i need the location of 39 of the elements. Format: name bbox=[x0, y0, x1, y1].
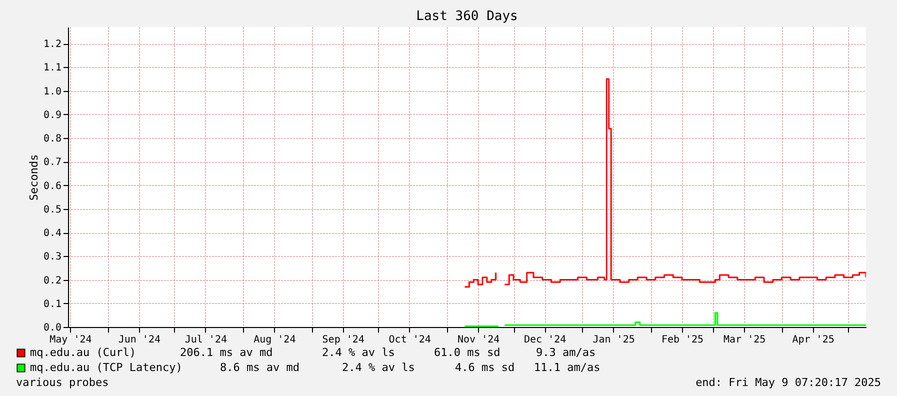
x-tick-label: Aug '24 bbox=[254, 334, 296, 346]
text: 206.1 ms av md bbox=[180, 346, 273, 359]
legend-label: mq.edu.au (TCP Latency) bbox=[30, 361, 182, 374]
text: 8.6 ms av md bbox=[220, 361, 300, 374]
legend-label: mq.edu.au (Curl) bbox=[30, 346, 136, 359]
x-tick-label: Sep '24 bbox=[322, 334, 364, 346]
y-tick-label: 0.1 bbox=[43, 298, 62, 310]
y-tick-label: 0.8 bbox=[43, 134, 62, 145]
y-tick-label: 0.5 bbox=[43, 204, 62, 216]
y-tick-label: 0.4 bbox=[43, 228, 62, 240]
text: 9.3 am/as bbox=[536, 346, 596, 359]
x-tick-label: Dec '24 bbox=[524, 334, 566, 346]
text: 4.6 ms sd bbox=[455, 361, 515, 374]
chart-title: Last 360 Days bbox=[416, 9, 518, 24]
text: end: Fri May 9 07:20:17 2025 bbox=[696, 376, 881, 389]
text: 11.1 am/as bbox=[534, 361, 600, 374]
y-tick-label: 1.2 bbox=[43, 39, 62, 50]
y-tick-label: 0.3 bbox=[43, 252, 62, 263]
text: various probes bbox=[16, 376, 109, 389]
y-tick-label: 1.1 bbox=[43, 62, 62, 74]
y-tick-label: 0.9 bbox=[43, 110, 62, 121]
text: 2.4 % av ls bbox=[322, 346, 395, 359]
x-tick-label: Nov '24 bbox=[458, 334, 500, 346]
y-tick-label: 0.6 bbox=[43, 180, 62, 192]
x-tick-label: Oct '24 bbox=[388, 334, 431, 346]
y-tick-label: 0.0 bbox=[43, 322, 62, 334]
y-axis-title: Seconds bbox=[27, 154, 40, 201]
x-tick-label: May '24 bbox=[50, 334, 92, 346]
x-tick-label: Apr '25 bbox=[792, 334, 834, 346]
x-tick-label: Jun '24 bbox=[118, 334, 161, 346]
text: 61.0 ms sd bbox=[434, 346, 500, 359]
y-tick-label: 1.0 bbox=[43, 86, 62, 98]
y-tick-label: 0.2 bbox=[43, 275, 62, 286]
x-tick-label: Jan '25 bbox=[592, 334, 635, 346]
x-tick-label: Mar '25 bbox=[724, 334, 766, 346]
x-tick-label: Feb '25 bbox=[661, 334, 704, 346]
y-tick-label: 0.7 bbox=[43, 157, 62, 168]
x-tick-label: Jul '24 bbox=[184, 334, 228, 346]
text: 2.4 % av ls bbox=[342, 361, 415, 374]
